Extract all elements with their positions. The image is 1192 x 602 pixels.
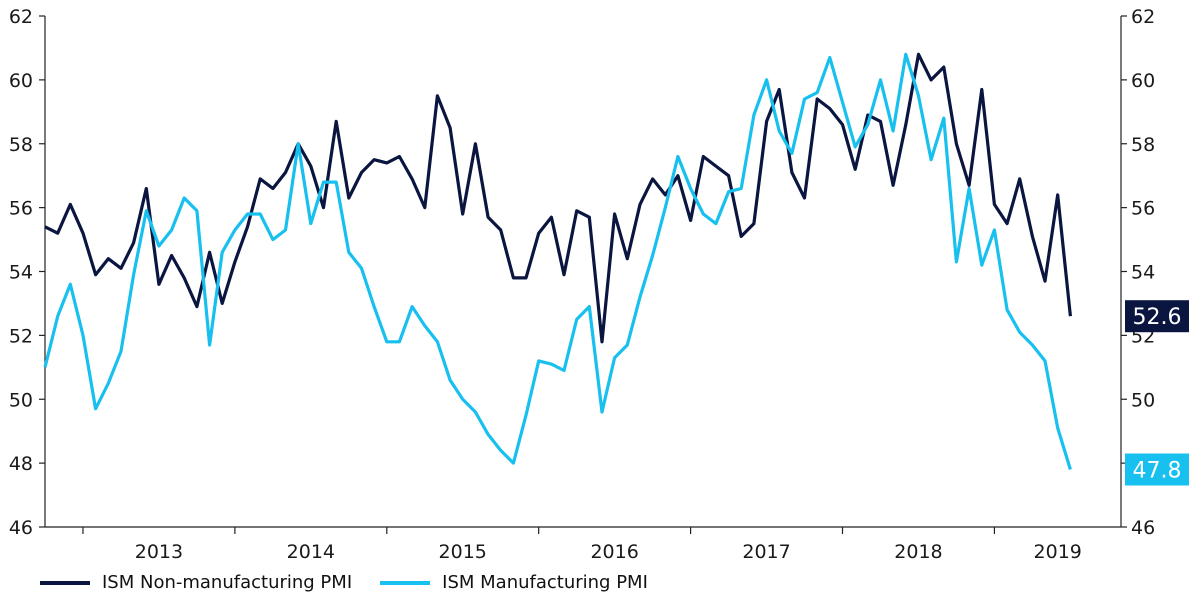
- end-label-0: 52.6: [1133, 305, 1182, 330]
- y-tick-label-left: 60: [9, 70, 33, 92]
- end-label-box-1: [1125, 453, 1189, 486]
- x-tick-label: 2019: [1034, 541, 1082, 563]
- y-tick-label-left: 58: [9, 134, 33, 156]
- y-tick-label-right: 62: [1131, 6, 1155, 28]
- y-tick-label-left: 54: [9, 262, 33, 284]
- x-tick-label: 2014: [287, 541, 335, 563]
- y-tick-label-right: 46: [1131, 517, 1155, 539]
- x-tick-label: 2013: [135, 541, 183, 563]
- series-line-0: [44, 52, 1072, 344]
- series-layer: [43, 52, 1072, 470]
- legend-label-non-manufacturing: ISM Non-manufacturing PMI: [102, 572, 353, 593]
- legend-swatch-non-manufacturing: [40, 580, 90, 585]
- legend-item-manufacturing: ISM Manufacturing PMI: [380, 572, 648, 593]
- end-labels: 52.6 47.8: [1125, 300, 1189, 486]
- x-tick-label: 2017: [742, 541, 790, 563]
- y-tick-label-left: 46: [9, 517, 33, 539]
- end-label-1: 47.8: [1133, 459, 1182, 484]
- y-tick-label-right: 60: [1131, 70, 1155, 92]
- legend-item-non-manufacturing: ISM Non-manufacturing PMI: [40, 572, 352, 593]
- end-label-box-0: [1125, 300, 1189, 333]
- legend-label-manufacturing: ISM Manufacturing PMI: [442, 572, 648, 593]
- y-tick-label-right: 54: [1131, 262, 1155, 284]
- x-tick-label: 2016: [590, 541, 638, 563]
- y-tick-label-right: 58: [1131, 134, 1155, 156]
- y-tick-label-left: 56: [9, 198, 33, 220]
- y-tick-label-left: 50: [9, 389, 33, 411]
- y-tick-label-left: 48: [9, 453, 33, 475]
- y-tick-label-right: 50: [1131, 389, 1155, 411]
- y-tick-label-left: 62: [9, 6, 33, 28]
- chart: 4646484850505252545456565858606062622013…: [9, 6, 1189, 563]
- series-line-1: [43, 52, 1072, 470]
- x-tick-label: 2018: [894, 541, 942, 563]
- x-tick-label: 2015: [439, 541, 487, 563]
- y-tick-label-right: 56: [1131, 198, 1155, 220]
- legend-swatch-manufacturing: [380, 580, 431, 585]
- legend: ISM Non-manufacturing PMI ISM Manufactur…: [40, 572, 676, 593]
- y-tick-label-left: 52: [9, 325, 33, 347]
